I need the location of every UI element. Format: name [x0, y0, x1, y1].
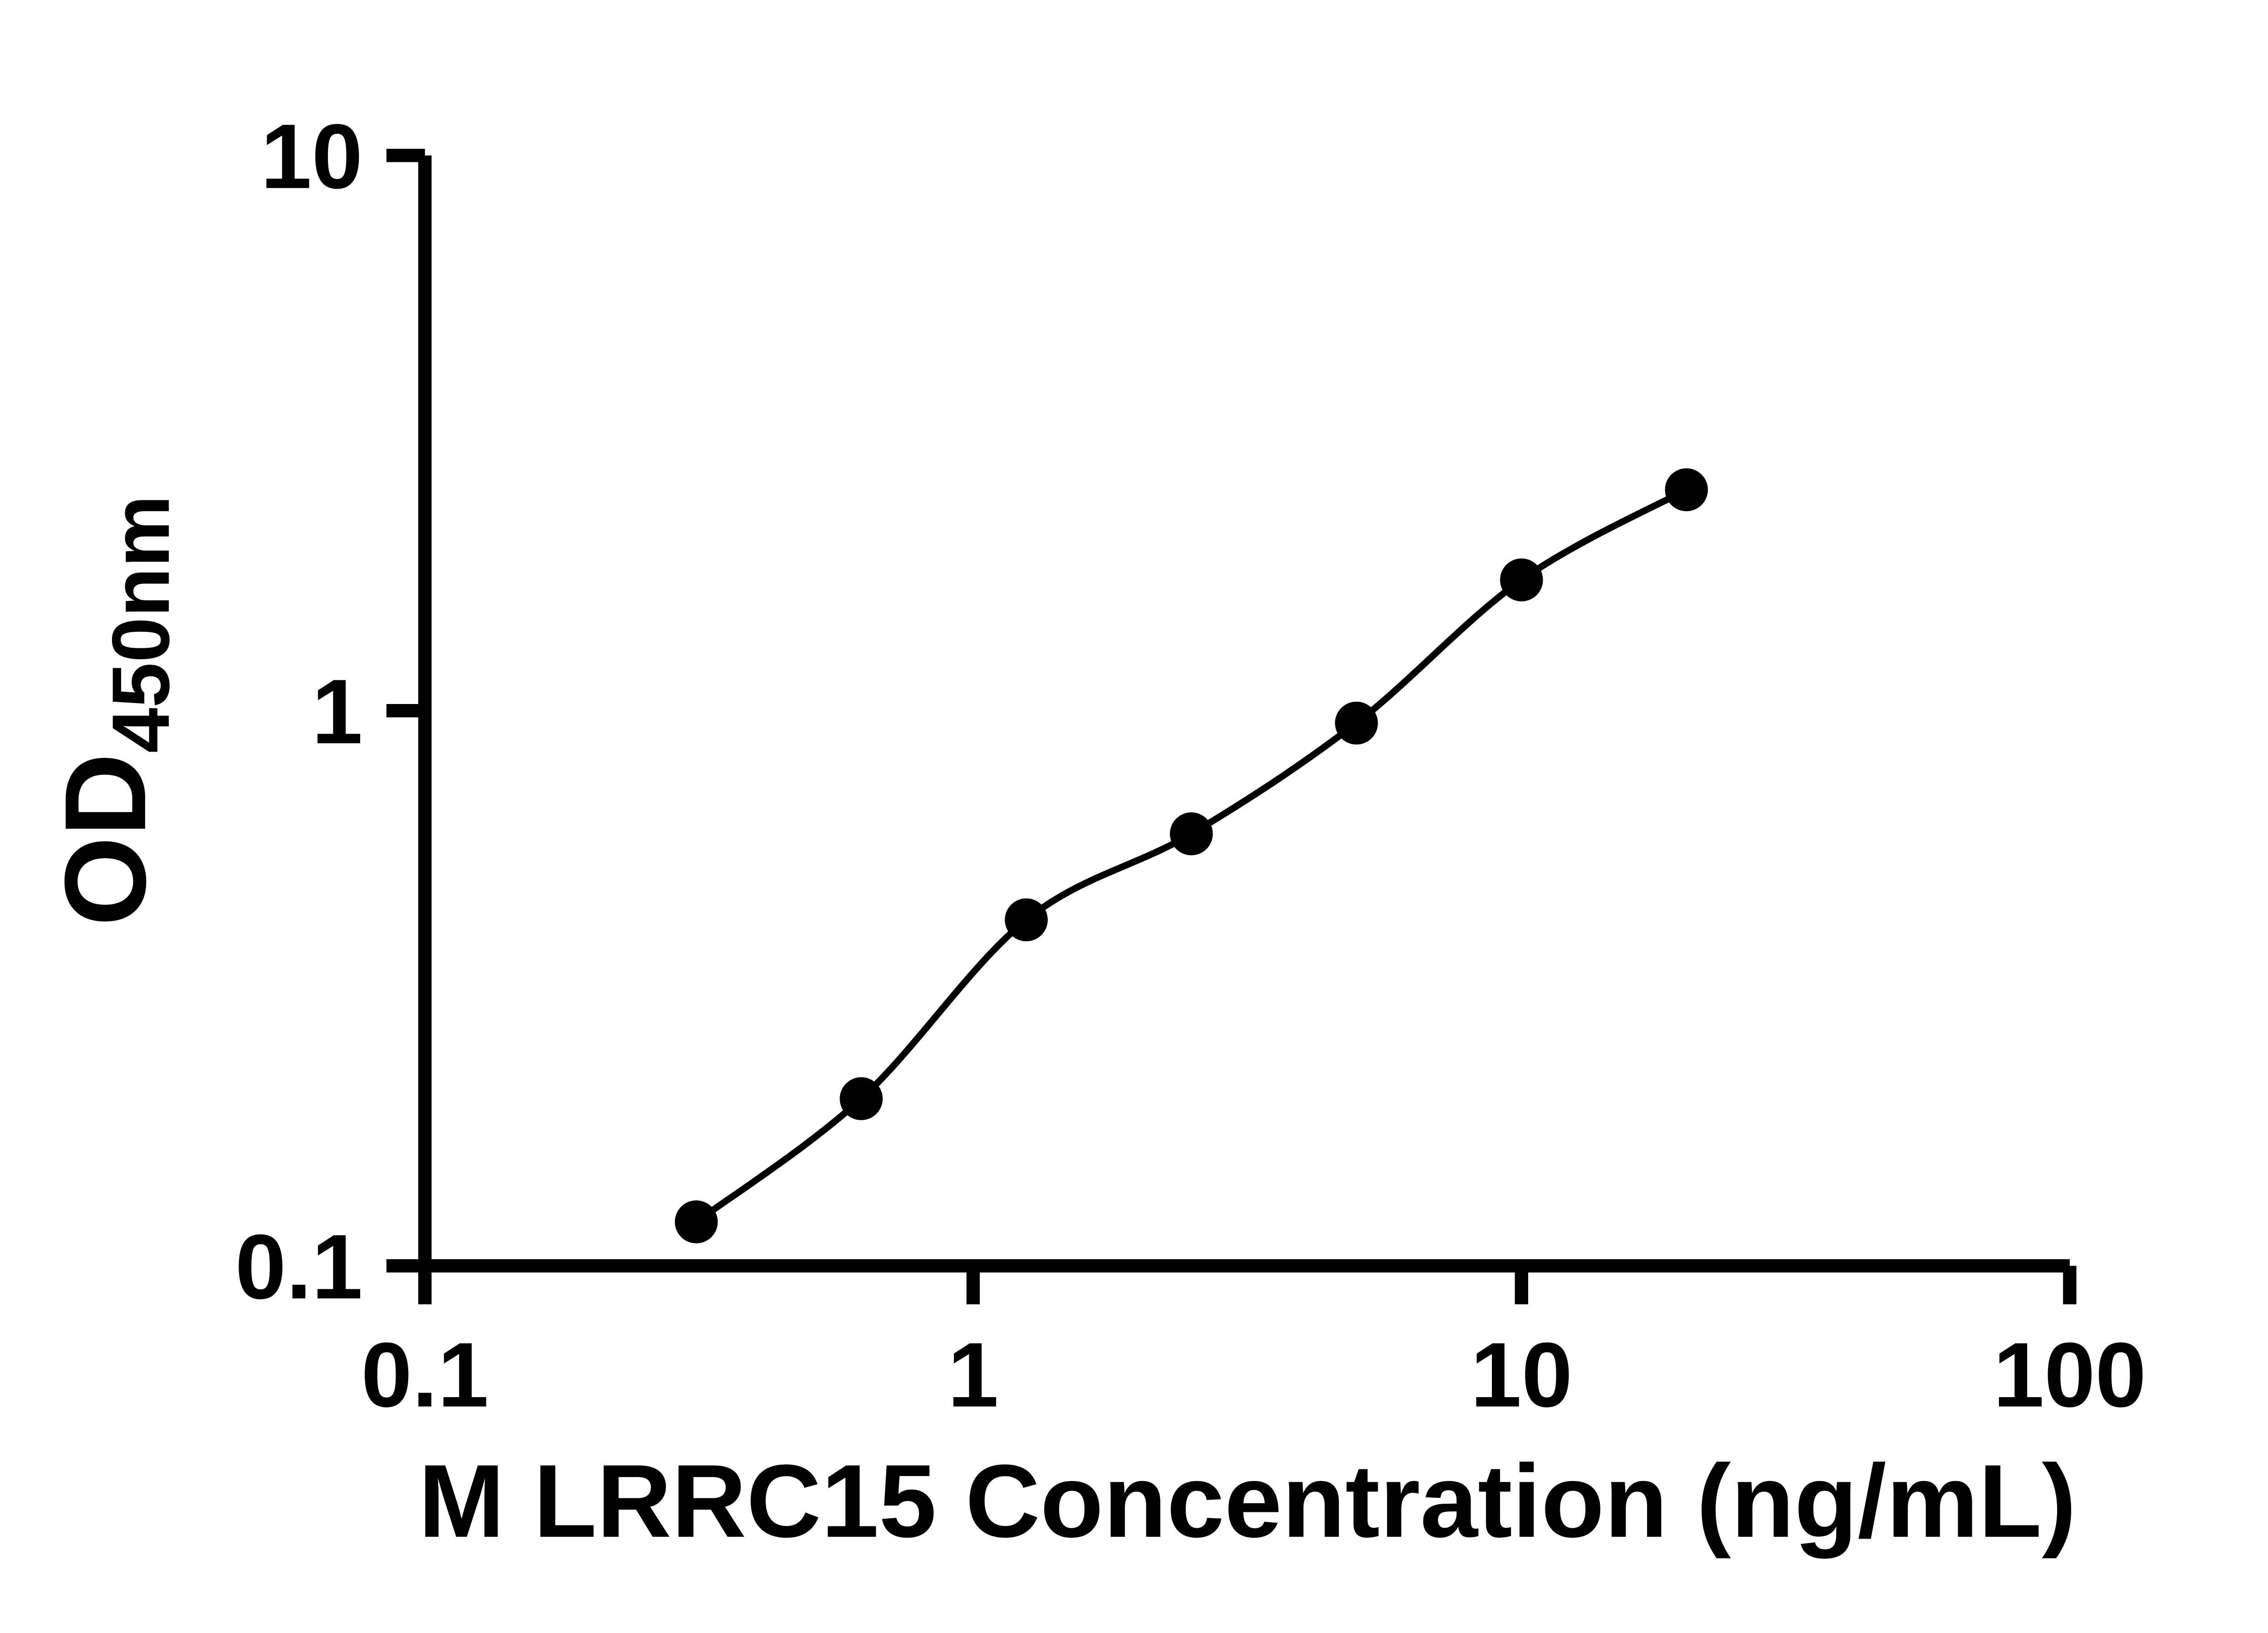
x-tick-label: 0.1	[361, 1324, 489, 1426]
x-tick-label: 1	[948, 1324, 999, 1426]
x-tick-label: 10	[1471, 1324, 1573, 1426]
data-point	[1005, 898, 1048, 942]
y-tick-label: 0.1	[235, 1215, 362, 1318]
data-point	[1665, 468, 1708, 511]
axis-spines	[418, 155, 2070, 1273]
y-axis-title: OD450nm	[41, 495, 186, 926]
data-point	[840, 1077, 883, 1120]
x-axis-title: M LRRC15 Concentration (ng/mL)	[418, 1443, 2076, 1559]
data-point	[1170, 812, 1213, 856]
y-axis-title-subscript: 450nm	[95, 495, 186, 753]
y-tick-label: 1	[312, 660, 363, 763]
data-point	[1500, 558, 1543, 601]
data-point	[675, 1200, 718, 1243]
y-axis-title-main: OD	[41, 753, 170, 926]
x-tick-label: 100	[1993, 1324, 2146, 1426]
y-tick-label: 10	[261, 105, 363, 208]
data-point	[1335, 701, 1378, 745]
